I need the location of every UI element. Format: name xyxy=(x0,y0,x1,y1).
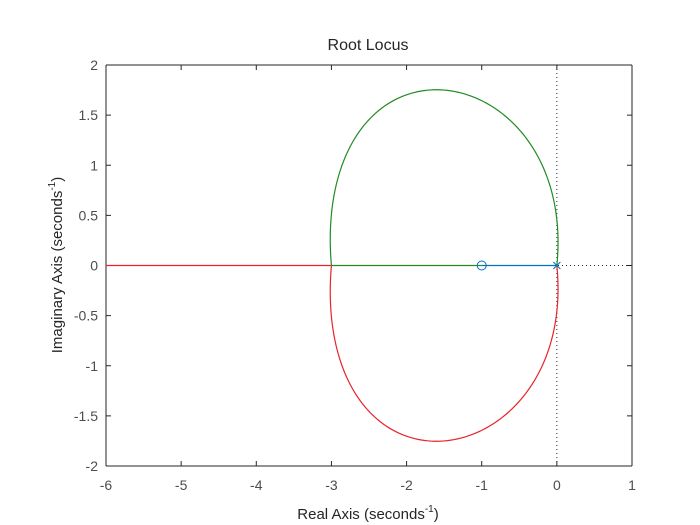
x-axis-title: Real Axis (seconds-1) xyxy=(297,504,438,523)
y-axis-title-close: ) xyxy=(49,177,66,182)
x-tick-label: -6 xyxy=(100,477,113,493)
x-tick-label: -5 xyxy=(175,477,188,493)
lower-branch-arc xyxy=(329,265,559,442)
x-tick-label: -1 xyxy=(475,477,488,493)
x-tick-label: -2 xyxy=(400,477,413,493)
upper-branch-arc xyxy=(329,89,559,266)
y-axis-title-superscript: -1 xyxy=(47,181,58,190)
y-tick-label: 0 xyxy=(90,258,98,274)
y-tick-label: 2 xyxy=(90,57,98,73)
x-tick-label: -4 xyxy=(250,477,263,493)
x-axis-title-text: Real Axis (seconds xyxy=(297,506,425,523)
x-axis-title-superscript: -1 xyxy=(425,504,434,515)
y-tick-labels: -2 -1.5 -1 -0.5 0 0.5 1 1.5 2 xyxy=(74,57,98,474)
y-tick-label: -1 xyxy=(86,358,99,374)
chart-title: Root Locus xyxy=(328,37,409,54)
x-tick-label: 1 xyxy=(628,477,636,493)
zero-marker xyxy=(476,260,487,271)
y-tick-label: 1 xyxy=(90,157,98,173)
x-tick-label: -3 xyxy=(325,477,338,493)
y-tick-label: 0.5 xyxy=(79,207,99,223)
pole-marker-stroke-b xyxy=(553,261,561,270)
y-tick-label: -2 xyxy=(86,458,99,474)
locus-branches xyxy=(106,89,559,442)
y-tick-label: 1.5 xyxy=(79,107,99,123)
pole-zero-markers xyxy=(476,260,561,271)
y-axis-title: Imaginary Axis (seconds-1) xyxy=(47,177,66,353)
y-tick-label: -1.5 xyxy=(74,408,98,424)
x-axis-title-close: ) xyxy=(434,506,439,523)
x-tick-label: 0 xyxy=(553,477,561,493)
y-axis-title-text: Imaginary Axis (seconds xyxy=(49,191,66,354)
x-tick-labels: -6 -5 -4 -3 -2 -1 0 1 xyxy=(100,477,636,493)
y-tick-label: -0.5 xyxy=(74,308,98,324)
